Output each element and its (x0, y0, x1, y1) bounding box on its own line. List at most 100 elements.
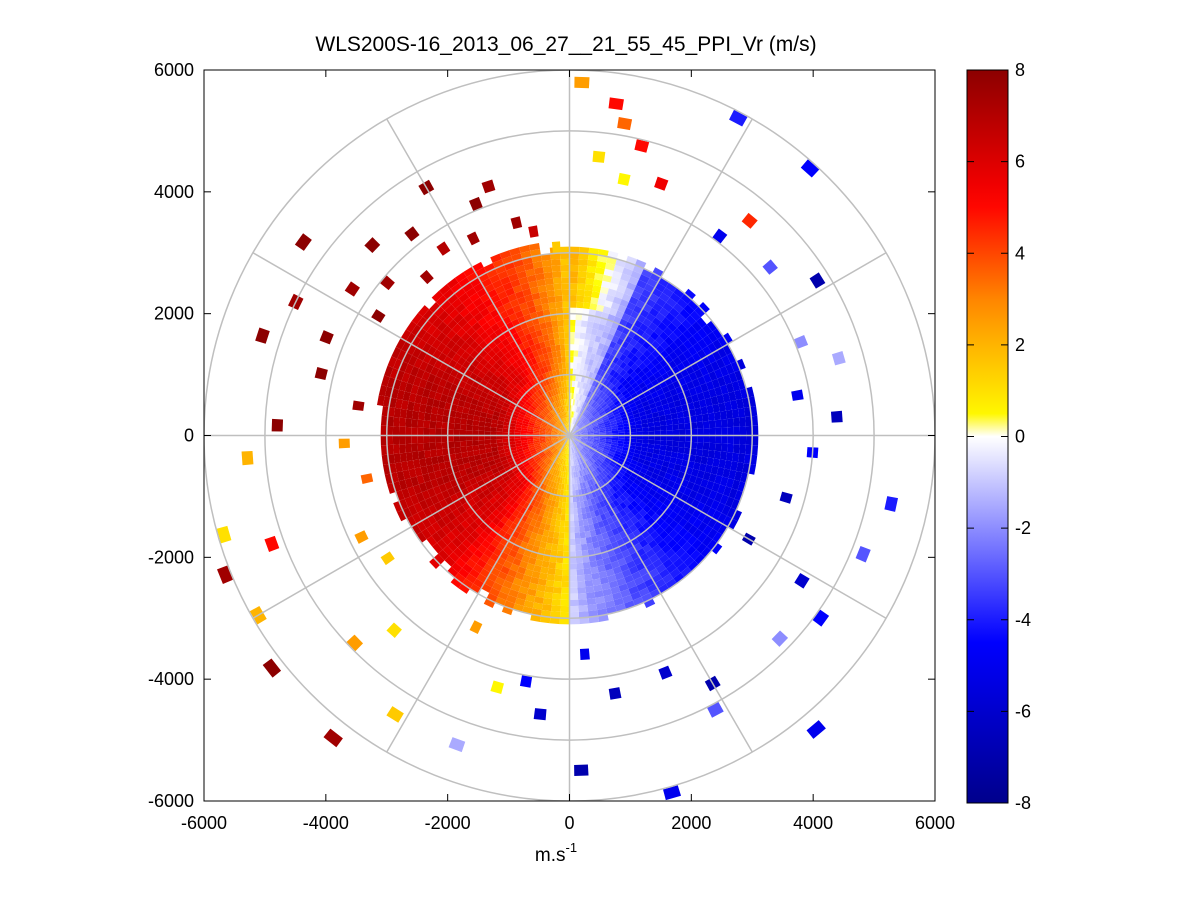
velocity-cell (527, 456, 534, 463)
velocity-cell (733, 426, 741, 436)
velocity-cell (484, 577, 495, 588)
velocity-cell (546, 398, 552, 405)
velocity-cell (492, 525, 502, 535)
velocity-cell (667, 538, 678, 549)
velocity-cell (528, 537, 536, 546)
velocity-cell (473, 282, 485, 293)
velocity-cell (678, 343, 688, 354)
velocity-cell (589, 560, 598, 568)
velocity-cell (623, 498, 631, 507)
velocity-cell (527, 524, 535, 533)
velocity-cell (551, 455, 557, 462)
velocity-cell (569, 252, 580, 260)
velocity-cell (461, 351, 471, 361)
velocity-cell (720, 476, 729, 487)
velocity-cell (516, 373, 524, 382)
velocity-cell (601, 582, 611, 591)
velocity-cell (584, 383, 590, 391)
x-tick-label: -6000 (181, 813, 227, 833)
velocity-cell (644, 409, 652, 416)
velocity-cell (556, 400, 561, 408)
velocity-cell (502, 441, 510, 446)
velocity-cell (647, 466, 655, 473)
velocity-cell (571, 411, 574, 418)
velocity-cell (542, 401, 549, 408)
velocity-cell (588, 359, 594, 366)
velocity-cell (469, 277, 482, 288)
velocity-cell (539, 381, 545, 389)
velocity-cell (591, 386, 597, 394)
velocity-cell (520, 485, 528, 493)
velocity-cell (434, 392, 443, 401)
velocity-cell (617, 304, 627, 314)
velocity-cell (602, 344, 610, 353)
velocity-cell (558, 406, 562, 413)
velocity-cell (559, 374, 564, 382)
velocity-cell (632, 395, 641, 403)
velocity-cell (573, 453, 576, 460)
velocity-cell (496, 442, 504, 447)
velocity-cell (533, 438, 540, 442)
velocity-cell (565, 417, 568, 424)
velocity-cell (462, 407, 470, 414)
velocity-cell (666, 396, 674, 404)
velocity-cell (586, 591, 596, 600)
velocity-cell (507, 382, 516, 390)
velocity-cell (694, 306, 706, 318)
velocity-cell (630, 392, 639, 399)
velocity-cell (636, 461, 644, 468)
velocity-cell (599, 455, 606, 461)
velocity-cell (591, 372, 597, 380)
velocity-cell (586, 321, 594, 329)
velocity-cell (552, 462, 558, 469)
velocity-cell (529, 498, 537, 507)
velocity-cell (411, 418, 419, 428)
velocity-cell (630, 405, 638, 412)
velocity-cell (574, 427, 579, 432)
velocity-cell (577, 381, 581, 388)
velocity-cell (685, 429, 692, 436)
velocity-cell (606, 346, 614, 355)
velocity-cell (634, 350, 643, 359)
velocity-cell (538, 468, 545, 475)
velocity-cell (623, 444, 630, 449)
velocity-cell (533, 431, 540, 434)
velocity-cell (605, 482, 612, 490)
velocity-cell (585, 452, 592, 459)
velocity-cell (570, 441, 573, 448)
velocity-cell (539, 461, 546, 468)
velocity-cell (524, 415, 531, 421)
velocity-cell (666, 440, 673, 447)
velocity-cell (659, 331, 669, 341)
velocity-cell (615, 310, 625, 319)
velocity-cell (478, 421, 486, 427)
velocity-cell (708, 490, 718, 500)
velocity-cell (570, 417, 572, 424)
velocity-cell (642, 317, 652, 328)
velocity-cell (714, 474, 723, 485)
velocity-cell (498, 468, 507, 476)
velocity-cell (648, 322, 658, 332)
velocity-cell (587, 398, 593, 405)
velocity-cell (565, 502, 570, 509)
velocity-cell (387, 416, 394, 427)
velocity-cell (608, 462, 616, 468)
velocity-cell (573, 459, 576, 466)
velocity-cell (576, 452, 580, 459)
velocity-cell (616, 366, 624, 374)
velocity-cell (554, 295, 563, 303)
velocity-cell (482, 374, 491, 383)
velocity-cell (570, 417, 573, 424)
velocity-cell (615, 373, 623, 382)
velocity-cell (492, 345, 501, 355)
velocity-cell (467, 413, 475, 421)
velocity-cell (605, 374, 613, 382)
velocity-cell (536, 515, 544, 523)
velocity-cell (427, 487, 436, 498)
velocity-cell (621, 293, 632, 302)
velocity-cell (628, 296, 639, 306)
velocity-cell (530, 460, 537, 467)
velocity-cell (541, 560, 550, 568)
velocity-cell (620, 399, 628, 406)
velocity-cell (618, 279, 629, 288)
